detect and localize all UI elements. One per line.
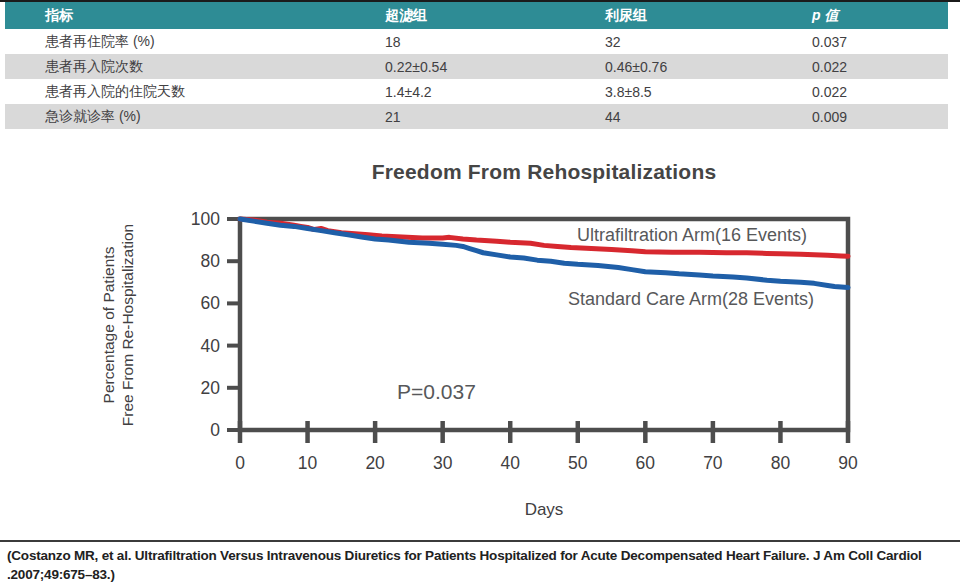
y-axis-label: Percentage of Patients Free From Re-Hosp…: [99, 175, 137, 475]
x-tick-label: 40: [500, 453, 520, 473]
y-tick-label: 20: [201, 378, 221, 398]
x-tick-label: 80: [771, 453, 791, 473]
x-tick-label: 20: [365, 453, 385, 473]
y-tick-label: 0: [210, 420, 220, 440]
x-tick-label: 70: [703, 453, 723, 473]
x-tick-label: 10: [298, 453, 318, 473]
rehospitalization-chart: 0 20 40 60 80 100 0 10 20 30 40 50 60 70 80 90: [0, 0, 960, 586]
x-tick-label: 50: [568, 453, 588, 473]
y-tick-label: 80: [201, 251, 221, 271]
y-axis-label-line2: Free From Re-Hospitalization: [118, 175, 137, 475]
citation-text: (Costanzo MR, et al. Ultrafiltration Ver…: [7, 547, 955, 584]
legend-ultrafiltration-arm: Ultrafiltration Arm(16 Events): [577, 225, 807, 246]
legend-standard-care-arm: Standard Care Arm(28 Events): [568, 289, 814, 310]
y-axis-label-line1: Percentage of Patients: [99, 175, 118, 475]
x-axis-label: Days: [240, 500, 848, 520]
y-tick-label: 60: [201, 293, 221, 313]
y-tick-label: 100: [191, 209, 220, 229]
x-tick-label: 90: [838, 453, 858, 473]
p-value-annotation: P=0.037: [397, 380, 476, 404]
x-tick-label: 30: [433, 453, 453, 473]
x-tick-label: 60: [636, 453, 656, 473]
footer-divider: [0, 540, 960, 542]
y-tick-label: 40: [201, 336, 221, 356]
x-tick-label: 0: [235, 453, 245, 473]
